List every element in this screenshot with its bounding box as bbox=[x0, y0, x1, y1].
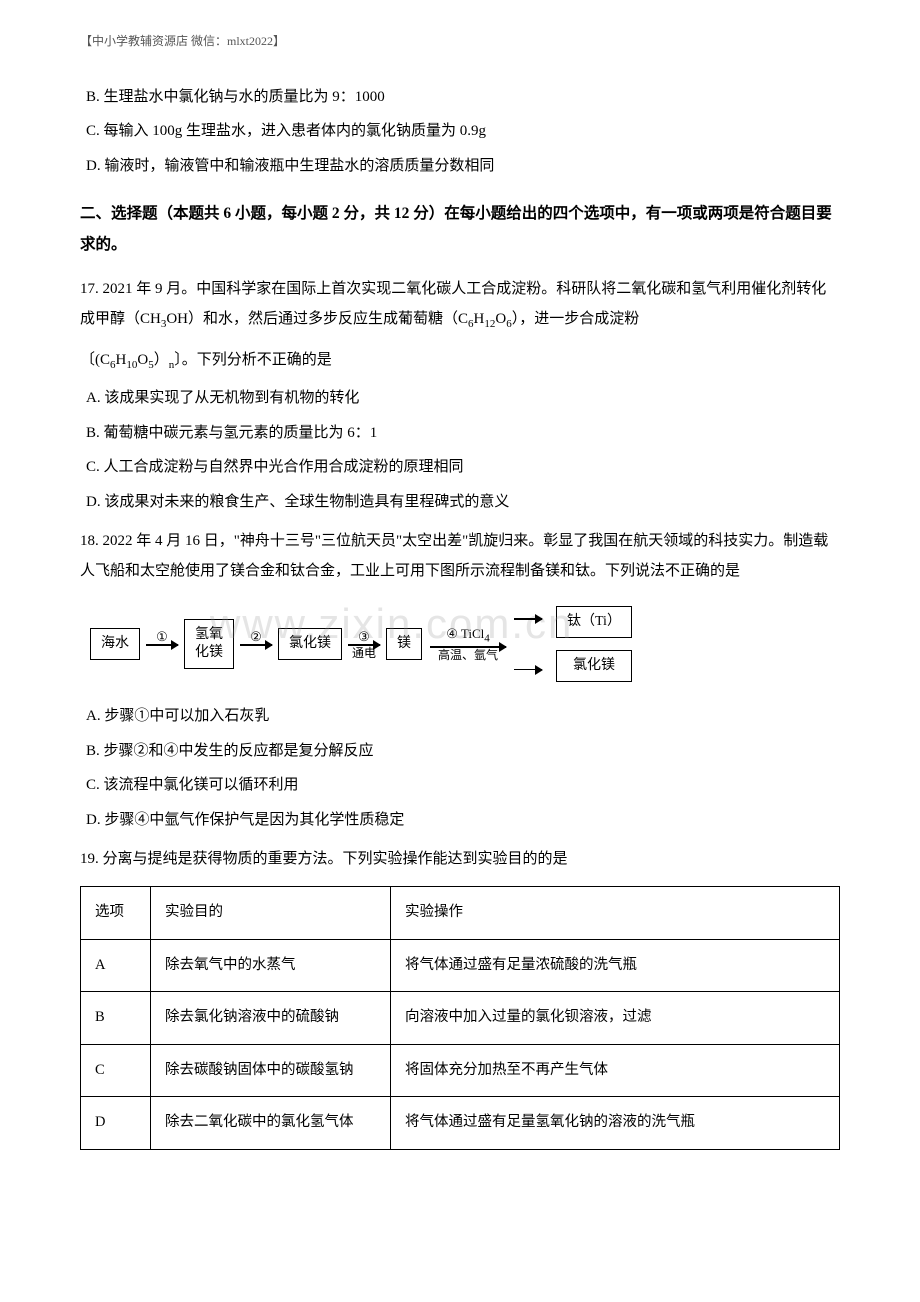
cell-op-b: 向溶液中加入过量的氯化钡溶液，过滤 bbox=[391, 992, 840, 1045]
node-ti: 钛（Ti） bbox=[556, 606, 632, 638]
q18-option-a: A. 步骤①中可以加入石灰乳 bbox=[80, 702, 840, 731]
split-arrow-up bbox=[514, 618, 542, 620]
arrow-2-line bbox=[240, 644, 272, 646]
q19-table: 选项 实验目的 实验操作 A 除去氧气中的水蒸气 将气体通过盛有足量浓硫酸的洗气… bbox=[80, 886, 840, 1150]
split-outputs: 钛（Ti） 氯化镁 bbox=[556, 606, 632, 682]
cell-purpose-d: 除去二氧化碳中的氯化氢气体 bbox=[151, 1097, 391, 1150]
flowchart-row: 海水 ① 氢氧 化镁 ② 氯化镁 ③ 通电 镁 ④ TiCl4 高温、氩气 bbox=[90, 604, 840, 684]
cell-op-a: 将气体通过盛有足量浓硫酸的洗气瓶 bbox=[391, 939, 840, 992]
cell-purpose-a: 除去氧气中的水蒸气 bbox=[151, 939, 391, 992]
node-seawater: 海水 bbox=[90, 628, 140, 660]
q16-option-d: D. 输液时，输液管中和输液瓶中生理盐水的溶质质量分数相同 bbox=[80, 152, 840, 181]
q17-o: O bbox=[495, 311, 506, 327]
cell-purpose-b: 除去氯化钠溶液中的硫酸钠 bbox=[151, 992, 391, 1045]
q17-option-d: D. 该成果对未来的粮食生产、全球生物制造具有里程碑式的意义 bbox=[80, 488, 840, 517]
q18-option-b: B. 步骤②和④中发生的反应都是复分解反应 bbox=[80, 737, 840, 766]
arrow-3-label-top: ③ bbox=[358, 629, 370, 645]
arrow-4-ticl: ④ TiCl bbox=[446, 626, 484, 641]
q17-p2a: 〔(C bbox=[80, 352, 110, 368]
sub-ticl4: 4 bbox=[484, 633, 490, 645]
node-mgoh2: 氢氧 化镁 bbox=[184, 619, 234, 669]
table-row: C 除去碳酸钠固体中的碳酸氢钠 将固体充分加热至不再产生气体 bbox=[81, 1044, 840, 1097]
q19-intro: 19. 分离与提纯是获得物质的重要方法。下列实验操作能达到实验目的的是 bbox=[80, 844, 840, 874]
th-purpose: 实验目的 bbox=[151, 887, 391, 940]
q17-p2c: O bbox=[137, 352, 148, 368]
table-row: D 除去二氧化碳中的氯化氢气体 将气体通过盛有足量氢氧化钠的溶液的洗气瓶 bbox=[81, 1097, 840, 1150]
q18-flowchart: www.zixin.com.cn 海水 ① 氢氧 化镁 ② 氯化镁 ③ 通电 镁… bbox=[90, 604, 840, 684]
cell-op-d: 将气体通过盛有足量氢氧化钠的溶液的洗气瓶 bbox=[391, 1097, 840, 1150]
sub-h12: 12 bbox=[484, 318, 495, 330]
q17-intro: 17. 2021 年 9 月。中国科学家在国际上首次实现二氧化碳人工合成淀粉。科… bbox=[80, 274, 840, 335]
q16-option-b: B. 生理盐水中氯化钠与水的质量比为 9：1000 bbox=[80, 83, 840, 112]
sub-s10: 10 bbox=[126, 359, 137, 371]
cell-opt-d: D bbox=[81, 1097, 151, 1150]
cell-op-c: 将固体充分加热至不再产生气体 bbox=[391, 1044, 840, 1097]
cell-opt-b: B bbox=[81, 992, 151, 1045]
q16-option-c: C. 每输入 100g 生理盐水，进入患者体内的氯化钠质量为 0.9g bbox=[80, 117, 840, 146]
cell-opt-a: A bbox=[81, 939, 151, 992]
q18-intro: 18. 2022 年 4 月 16 日，"神舟十三号"三位航天员"太空出差"凯旋… bbox=[80, 526, 840, 586]
q17-intro-2: 〔(C6H10O5）n〕。下列分析不正确的是 bbox=[80, 345, 840, 376]
arrow-1-line bbox=[146, 644, 178, 646]
q18-option-d: D. 步骤④中氩气作保护气是因为其化学性质稳定 bbox=[80, 806, 840, 835]
arrow-4-label-bot: 高温、氩气 bbox=[438, 648, 498, 662]
node-mgcl2: 氯化镁 bbox=[278, 628, 342, 660]
arrow-4: ④ TiCl4 高温、氩气 bbox=[428, 626, 508, 662]
cell-purpose-c: 除去碳酸钠固体中的碳酸氢钠 bbox=[151, 1044, 391, 1097]
q17-h: H bbox=[474, 311, 485, 327]
table-header-row: 选项 实验目的 实验操作 bbox=[81, 887, 840, 940]
arrow-2: ② bbox=[240, 629, 272, 660]
q17-p2b: H bbox=[116, 352, 127, 368]
arrow-1-spacer bbox=[161, 646, 164, 660]
q17-option-c: C. 人工合成淀粉与自然界中光合作用合成淀粉的原理相同 bbox=[80, 453, 840, 482]
split-arrow-down bbox=[514, 669, 542, 671]
split-arrows bbox=[514, 604, 544, 684]
arrow-4-line bbox=[430, 646, 506, 648]
arrow-2-spacer bbox=[255, 646, 258, 660]
node-mgcl2-out: 氯化镁 bbox=[556, 650, 632, 682]
table-row: A 除去氧气中的水蒸气 将气体通过盛有足量浓硫酸的洗气瓶 bbox=[81, 939, 840, 992]
th-option: 选项 bbox=[81, 887, 151, 940]
q17-text-2: OH）和水，然后通过多步反应生成葡萄糖（C bbox=[166, 311, 468, 327]
arrow-3: ③ 通电 bbox=[348, 629, 380, 660]
th-operation: 实验操作 bbox=[391, 887, 840, 940]
q17-text-3: ），进一步合成淀粉 bbox=[512, 311, 640, 327]
arrow-3-line bbox=[348, 644, 380, 646]
arrow-1: ① bbox=[146, 629, 178, 660]
q18-option-c: C. 该流程中氯化镁可以循环利用 bbox=[80, 771, 840, 800]
q17-option-a: A. 该成果实现了从无机物到有机物的转化 bbox=[80, 384, 840, 413]
q17-p2d: ） bbox=[154, 352, 169, 368]
q17-option-b: B. 葡萄糖中碳元素与氢元素的质量比为 6：1 bbox=[80, 419, 840, 448]
q17-p2e: 〕。下列分析不正确的是 bbox=[174, 352, 332, 368]
cell-opt-c: C bbox=[81, 1044, 151, 1097]
arrow-2-label: ② bbox=[250, 629, 262, 645]
section-2-header: 二、选择题（本题共 6 小题，每小题 2 分，共 12 分）在每小题给出的四个选… bbox=[80, 198, 840, 260]
arrow-4-label-top: ④ TiCl4 bbox=[446, 626, 490, 646]
header-watermark-note: 【中小学教辅资源店 微信：mlxt2022】 bbox=[80, 30, 840, 53]
node-mg: 镁 bbox=[386, 628, 422, 660]
table-row: B 除去氯化钠溶液中的硫酸钠 向溶液中加入过量的氯化钡溶液，过滤 bbox=[81, 992, 840, 1045]
arrow-1-label: ① bbox=[156, 629, 168, 645]
